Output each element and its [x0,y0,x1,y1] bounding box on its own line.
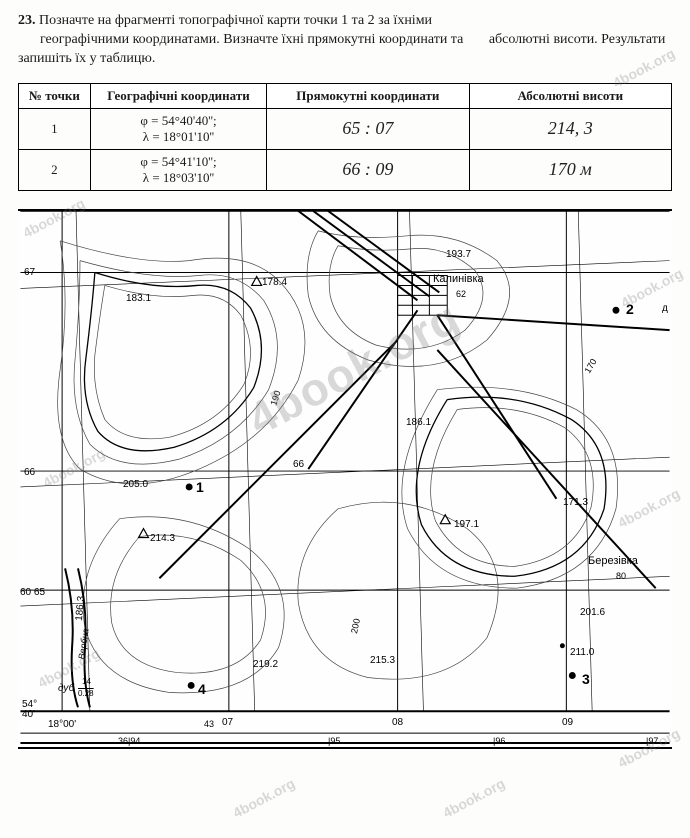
point-label: 1 [196,479,204,495]
cell-abs: 170 м [469,149,671,190]
grid-sub: |97 [646,736,658,746]
topo-map: 67 66 60 65 07 08 09 36|94 |95 |96 |97 4… [18,209,672,749]
grid-label: 08 [392,717,403,728]
cell-num: 1 [19,108,91,149]
grid-sub: |96 [493,736,505,746]
corner-lat2: 40' [22,709,35,720]
spot-height: 186.3 [74,595,87,621]
th-num: № точки [19,83,91,108]
task-line2: географічними координатами. Визначте їхн… [18,32,463,47]
grid-label: 66 [24,467,35,478]
corner-lon: 18°00' [48,719,76,730]
town-label: Калинівка [433,273,484,285]
spot-height: 201.6 [580,607,605,618]
tree-label: дуб [58,683,74,694]
spot-height: 171.3 [563,497,588,508]
point-label: 4 [198,681,206,697]
grid-label: 67 [24,267,35,278]
spot-height: 211.0 [570,647,594,658]
spot-height: 178.4 [262,277,287,288]
town-label: Березівка [588,555,638,567]
spot-height: 186.1 [406,417,431,428]
results-table: № точки Географічні координати Прямокутн… [18,83,672,191]
map-svg [18,211,672,747]
table-row: 2 φ = 54°41'10''; λ = 18°03'10'' 66 : 09… [19,149,672,190]
spot-height: 197.1 [454,519,479,530]
spot-height: 66 [293,459,304,470]
spot-height: 215.3 [370,655,395,666]
watermark: 4book.org [440,775,507,821]
edge-letter: д [662,303,668,314]
grid-sub: 43 [204,719,214,729]
grid-sub: |95 [328,736,340,746]
point-label: 2 [626,301,634,317]
tree-num: 0.28 [78,689,94,698]
task-block: 23. Позначте на фрагменті топографічної … [18,12,672,69]
town-sub: 62 [456,289,466,299]
cell-geo: φ = 54°41'10''; λ = 18°03'10'' [90,149,266,190]
watermark: 4book.org [230,775,297,821]
th-rect: Прямокутні координати [267,83,469,108]
grid-sub: 36|94 [118,736,140,746]
town-sub: 80 [616,571,626,581]
cell-num: 2 [19,149,91,190]
cell-rect: 66 : 09 [267,149,469,190]
point-label: 3 [582,671,590,687]
cell-geo: φ = 54°40'40''; λ = 18°01'10'' [90,108,266,149]
spot-height: 193.7 [446,249,471,260]
cell-rect: 65 : 07 [267,108,469,149]
grid-label: 60 65 [20,587,45,598]
task-number: 23. [18,13,36,28]
spot-height: 205.0 [123,479,148,490]
cell-abs: 214, 3 [469,108,671,149]
spot-height: 183.1 [126,293,151,304]
task-line1: Позначте на фрагменті топографічної карт… [39,13,432,28]
th-geo: Географічні координати [90,83,266,108]
grid-label: 07 [222,717,233,728]
table-row: 1 φ = 54°40'40''; λ = 18°01'10'' 65 : 07… [19,108,672,149]
spot-height: 219.2 [253,659,278,670]
grid-label: 09 [562,717,573,728]
spot-height: 214.3 [150,533,175,544]
th-abs: Абсолютні висоти [469,83,671,108]
table-header-row: № точки Географічні координати Прямокутн… [19,83,672,108]
tree-num: 14 [82,677,91,686]
